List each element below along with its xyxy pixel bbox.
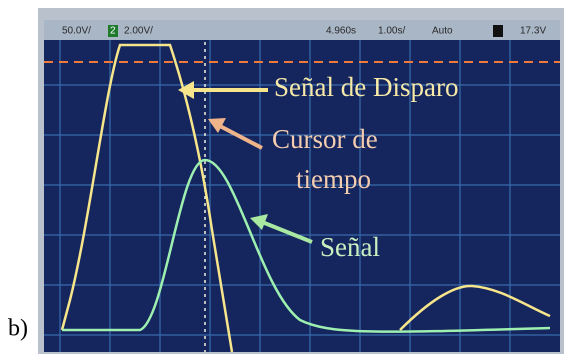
time-cursor-label-line2: tiempo: [296, 164, 371, 194]
time-position: 4.960s: [326, 26, 356, 37]
signal-label: Señal: [320, 232, 380, 262]
ch1-scale: 50.0V/: [62, 26, 91, 37]
figure: 50.0V/ 2 2.00V/ 4.960s 1.00s/ Auto 17.3V…: [0, 0, 568, 354]
time-cursor-label-line1: Cursor de: [272, 124, 378, 154]
trigger-mode: Auto: [432, 26, 453, 37]
trigger-level: 17.3V: [520, 26, 546, 37]
ch2-scale: 2.00V/: [124, 26, 153, 37]
trigger-source-icon: [493, 25, 503, 37]
ch2-number: 2: [110, 26, 116, 37]
panel-label: b): [8, 316, 28, 342]
time-scale: 1.00s/: [378, 26, 405, 37]
trigger-signal-label: Señal de Disparo: [274, 72, 458, 102]
status-bar: [44, 20, 560, 40]
